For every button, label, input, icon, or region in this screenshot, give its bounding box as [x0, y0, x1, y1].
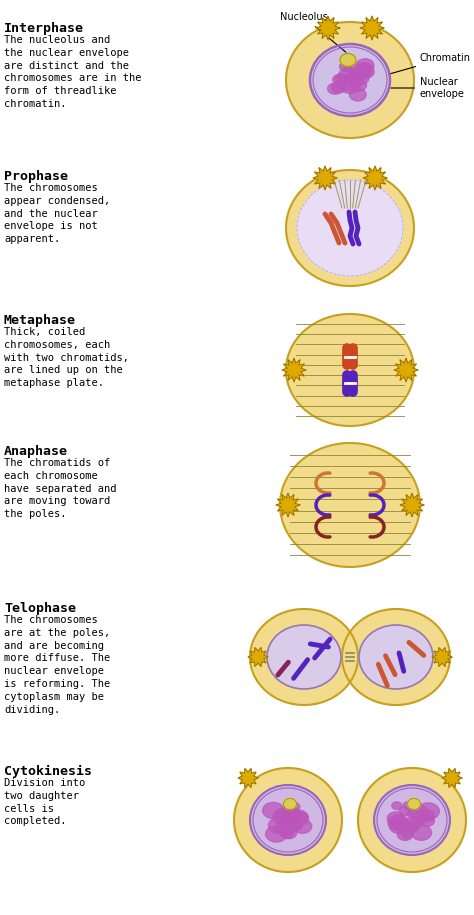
- Polygon shape: [238, 769, 258, 788]
- Polygon shape: [316, 16, 340, 40]
- Ellipse shape: [346, 69, 369, 86]
- Ellipse shape: [265, 826, 287, 842]
- Ellipse shape: [356, 62, 373, 75]
- Ellipse shape: [344, 62, 356, 71]
- Text: Chromatin: Chromatin: [389, 53, 471, 74]
- Ellipse shape: [349, 89, 366, 101]
- Ellipse shape: [348, 70, 363, 81]
- Ellipse shape: [286, 22, 414, 138]
- Ellipse shape: [397, 829, 413, 840]
- Polygon shape: [248, 648, 268, 666]
- Ellipse shape: [342, 609, 450, 705]
- Text: Division into
two daughter
cells is
completed.: Division into two daughter cells is comp…: [4, 778, 85, 826]
- Ellipse shape: [281, 826, 297, 839]
- Polygon shape: [313, 166, 337, 190]
- Ellipse shape: [408, 799, 420, 810]
- Ellipse shape: [403, 818, 420, 831]
- Ellipse shape: [338, 68, 360, 84]
- Ellipse shape: [419, 810, 435, 822]
- Ellipse shape: [283, 799, 297, 810]
- Ellipse shape: [297, 180, 403, 276]
- Ellipse shape: [358, 768, 466, 872]
- Text: The chromatids of
each chromosome
have separated and
are moving toward
the poles: The chromatids of each chromosome have s…: [4, 458, 117, 519]
- Ellipse shape: [392, 802, 402, 810]
- Ellipse shape: [389, 818, 410, 834]
- Ellipse shape: [351, 80, 366, 91]
- Ellipse shape: [280, 443, 420, 567]
- Ellipse shape: [296, 813, 308, 821]
- Ellipse shape: [351, 68, 368, 81]
- Ellipse shape: [310, 44, 390, 116]
- Ellipse shape: [411, 825, 431, 840]
- Ellipse shape: [411, 817, 424, 827]
- Ellipse shape: [339, 62, 352, 71]
- Polygon shape: [282, 358, 306, 382]
- Polygon shape: [360, 16, 384, 40]
- Ellipse shape: [392, 817, 410, 830]
- Ellipse shape: [286, 815, 298, 824]
- Ellipse shape: [280, 806, 301, 823]
- Ellipse shape: [359, 625, 433, 689]
- Ellipse shape: [275, 811, 288, 820]
- Text: The nucleolus and
the nuclear envelope
are distinct and the
chromosomes are in t: The nucleolus and the nuclear envelope a…: [4, 35, 142, 109]
- Ellipse shape: [263, 802, 284, 819]
- Ellipse shape: [357, 66, 372, 77]
- Ellipse shape: [417, 802, 439, 820]
- Ellipse shape: [275, 821, 294, 835]
- Ellipse shape: [399, 806, 411, 815]
- Ellipse shape: [374, 785, 450, 855]
- Ellipse shape: [268, 818, 289, 834]
- Text: Metaphase: Metaphase: [4, 314, 76, 327]
- Text: Telophase: Telophase: [4, 602, 76, 615]
- Ellipse shape: [410, 805, 428, 820]
- Text: Cytokinesis: Cytokinesis: [4, 765, 92, 778]
- Ellipse shape: [340, 53, 356, 67]
- Ellipse shape: [267, 625, 341, 689]
- Polygon shape: [400, 493, 424, 517]
- Ellipse shape: [234, 768, 342, 872]
- Ellipse shape: [387, 812, 405, 825]
- Text: The chromosomes
are at the poles,
and are becoming
more diffuse. The
nuclear env: The chromosomes are at the poles, and ar…: [4, 615, 110, 715]
- Ellipse shape: [356, 59, 374, 72]
- Text: Anaphase: Anaphase: [4, 445, 68, 458]
- Ellipse shape: [286, 314, 414, 426]
- Ellipse shape: [286, 811, 301, 823]
- Text: Thick, coiled
chromosomes, each
with two chromatids,
are lined up on the
metapha: Thick, coiled chromosomes, each with two…: [4, 327, 129, 388]
- Ellipse shape: [420, 816, 434, 826]
- Ellipse shape: [293, 819, 312, 834]
- Polygon shape: [363, 166, 387, 190]
- Ellipse shape: [328, 83, 343, 94]
- Polygon shape: [432, 648, 452, 666]
- Ellipse shape: [273, 808, 296, 825]
- Polygon shape: [442, 769, 462, 788]
- Ellipse shape: [331, 82, 346, 93]
- Ellipse shape: [388, 815, 408, 830]
- Ellipse shape: [293, 824, 302, 830]
- Ellipse shape: [407, 810, 417, 818]
- Ellipse shape: [287, 802, 300, 812]
- Ellipse shape: [250, 609, 358, 705]
- Ellipse shape: [339, 78, 361, 93]
- Ellipse shape: [403, 802, 413, 809]
- Ellipse shape: [335, 73, 349, 83]
- Ellipse shape: [286, 170, 414, 286]
- Polygon shape: [276, 493, 300, 517]
- Ellipse shape: [250, 785, 326, 855]
- Ellipse shape: [357, 65, 374, 78]
- Text: Interphase: Interphase: [4, 22, 84, 35]
- Ellipse shape: [402, 831, 411, 838]
- Text: Nucleolus: Nucleolus: [280, 12, 346, 52]
- Ellipse shape: [333, 74, 346, 85]
- Text: Nuclear
envelope: Nuclear envelope: [391, 77, 465, 99]
- Polygon shape: [394, 358, 418, 382]
- Text: The chromosomes
appear condensed,
and the nuclear
envelope is not
apparent.: The chromosomes appear condensed, and th…: [4, 183, 110, 244]
- Ellipse shape: [280, 828, 293, 838]
- Ellipse shape: [339, 78, 356, 91]
- Ellipse shape: [286, 818, 302, 831]
- Ellipse shape: [287, 810, 309, 826]
- Text: Prophase: Prophase: [4, 170, 68, 183]
- Ellipse shape: [282, 808, 293, 816]
- Ellipse shape: [406, 824, 418, 833]
